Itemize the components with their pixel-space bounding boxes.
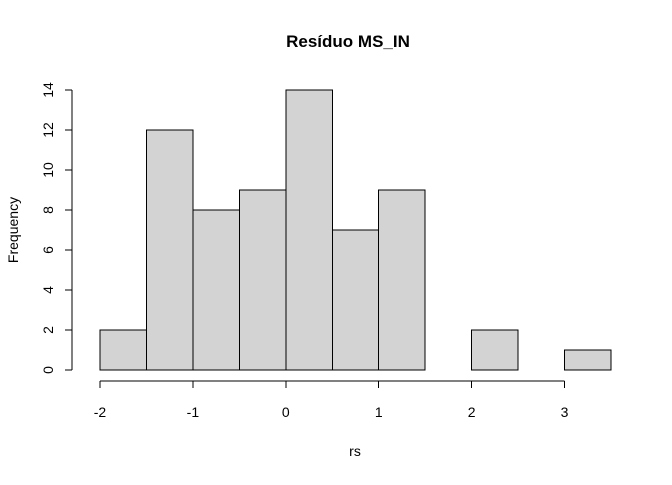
x-tick-label: 3 — [561, 404, 569, 420]
histogram-bar-8 — [471, 329, 519, 371]
y-tick-label: 0 — [40, 366, 56, 374]
bars-layer — [99, 89, 612, 371]
histogram-bar-6 — [378, 189, 426, 371]
x-tick-label: 0 — [282, 404, 290, 420]
x-axis: -2 -1 0 1 2 3 — [94, 380, 569, 420]
x-tick-label: -1 — [187, 404, 200, 420]
histogram-bar-2 — [192, 209, 240, 371]
histogram-bar-4 — [285, 89, 333, 371]
histogram-bar-10 — [564, 349, 612, 371]
x-tick-label: -2 — [94, 404, 107, 420]
y-tick-label: 6 — [40, 246, 56, 254]
x-tick-label: 2 — [468, 404, 476, 420]
y-tick-label: 10 — [40, 162, 56, 178]
y-tick-label: 8 — [40, 206, 56, 214]
y-tick-label: 14 — [40, 82, 56, 98]
y-tick-label: 4 — [40, 286, 56, 294]
y-axis-label: Frequency — [5, 197, 21, 263]
histogram-bar-3 — [238, 189, 287, 371]
y-tick-label: 2 — [40, 326, 56, 334]
histogram-bar-0 — [99, 329, 147, 371]
x-tick-label: 1 — [375, 404, 383, 420]
chart-title: Resíduo MS_IN — [286, 32, 410, 51]
x-axis-label: rs — [349, 443, 361, 459]
histogram-bar-5 — [331, 229, 380, 371]
histogram-bar-1 — [145, 129, 194, 371]
y-axis: 0 2 4 6 8 10 12 14 — [40, 82, 73, 374]
y-tick-label: 12 — [40, 122, 56, 138]
